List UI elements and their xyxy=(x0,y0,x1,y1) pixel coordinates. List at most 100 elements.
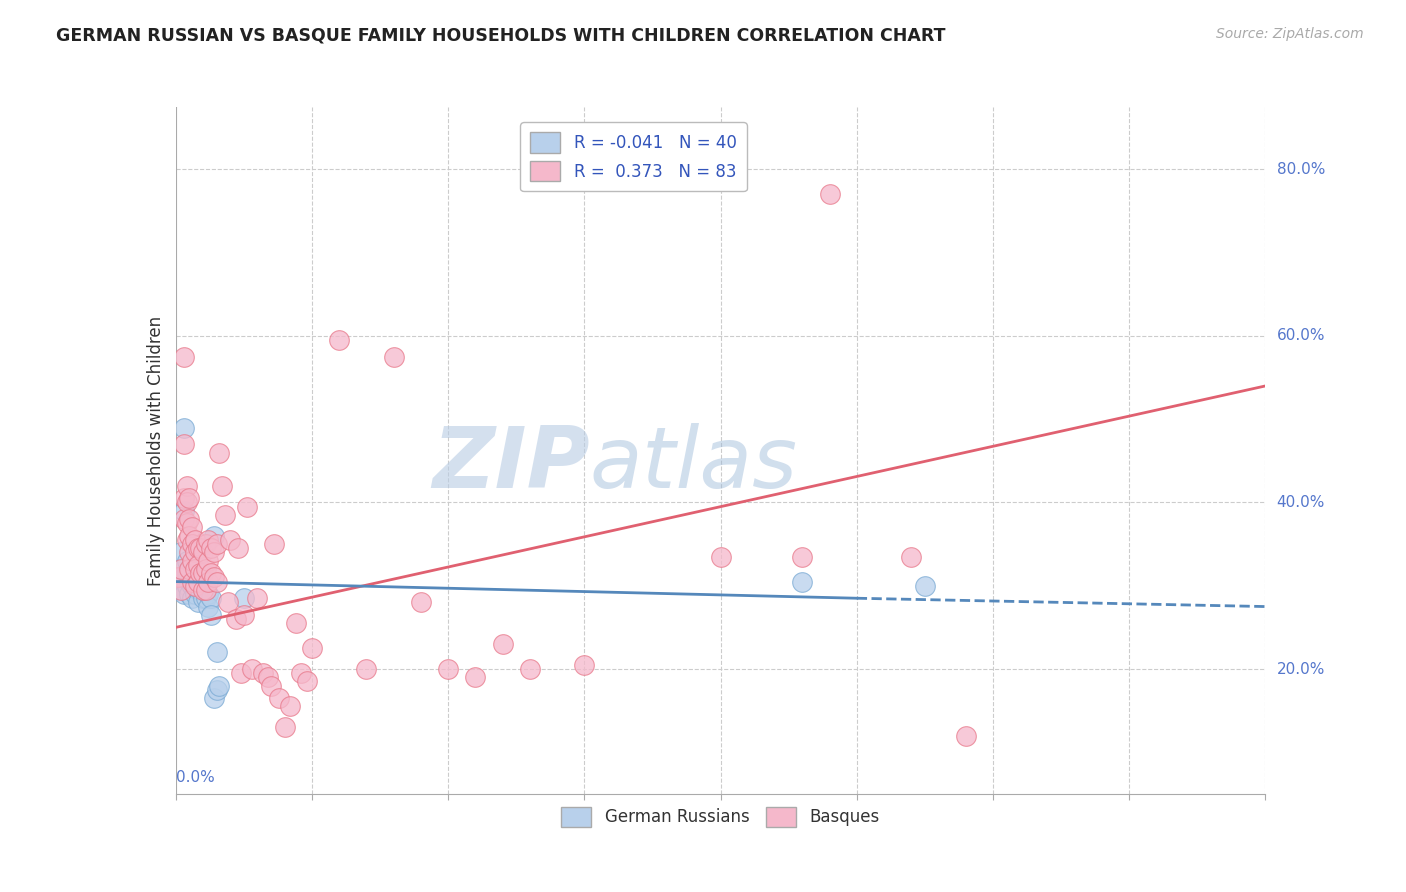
Point xyxy=(278,699,301,714)
Text: 20.0%: 20.0% xyxy=(1277,662,1324,676)
Point xyxy=(914,579,936,593)
Point xyxy=(202,570,225,584)
Point xyxy=(205,574,228,589)
Point xyxy=(574,657,596,672)
Point xyxy=(173,437,195,451)
Point xyxy=(301,641,323,656)
Point xyxy=(492,637,515,651)
Point xyxy=(184,570,207,584)
Point xyxy=(186,595,209,609)
Point xyxy=(186,566,209,581)
Point xyxy=(176,479,198,493)
Text: 80.0%: 80.0% xyxy=(1277,162,1324,177)
Point xyxy=(214,508,236,522)
Point xyxy=(186,541,209,556)
Point xyxy=(818,187,841,202)
Point xyxy=(211,479,233,493)
Point xyxy=(197,554,219,568)
Point xyxy=(197,587,219,601)
Point xyxy=(167,562,190,576)
Point xyxy=(170,570,193,584)
Point xyxy=(191,591,214,606)
Point xyxy=(228,541,250,556)
Point xyxy=(205,537,228,551)
Point xyxy=(181,558,204,572)
Point xyxy=(176,554,198,568)
Point xyxy=(176,579,198,593)
Point xyxy=(173,587,195,601)
Point xyxy=(173,512,195,526)
Point xyxy=(186,574,209,589)
Point xyxy=(176,566,198,581)
Point xyxy=(200,591,222,606)
Point xyxy=(170,582,193,597)
Point xyxy=(232,607,254,622)
Point xyxy=(181,554,204,568)
Point xyxy=(188,582,211,597)
Point xyxy=(202,529,225,543)
Point xyxy=(240,662,263,676)
Point xyxy=(900,549,922,564)
Point xyxy=(191,545,214,559)
Point xyxy=(382,350,405,364)
Point xyxy=(356,662,378,676)
Point xyxy=(197,533,219,547)
Point xyxy=(170,562,193,576)
Point xyxy=(176,533,198,547)
Point xyxy=(170,545,193,559)
Point xyxy=(176,495,198,509)
Point xyxy=(170,582,193,597)
Point xyxy=(173,420,195,434)
Text: 40.0%: 40.0% xyxy=(1277,495,1324,510)
Point xyxy=(167,570,190,584)
Point xyxy=(792,574,814,589)
Point xyxy=(191,566,214,581)
Point xyxy=(792,549,814,564)
Point xyxy=(202,545,225,559)
Text: atlas: atlas xyxy=(591,423,797,506)
Point xyxy=(186,558,209,572)
Point xyxy=(184,579,207,593)
Point xyxy=(173,504,195,518)
Text: ZIP: ZIP xyxy=(432,423,591,506)
Point xyxy=(197,574,219,589)
Point xyxy=(246,591,269,606)
Point xyxy=(184,579,207,593)
Point xyxy=(231,666,253,681)
Point xyxy=(194,582,217,597)
Point xyxy=(194,537,217,551)
Text: 60.0%: 60.0% xyxy=(1277,328,1324,343)
Y-axis label: Family Households with Children: Family Households with Children xyxy=(146,316,165,585)
Point xyxy=(955,729,977,743)
Point xyxy=(181,591,204,606)
Point xyxy=(181,520,204,534)
Point xyxy=(269,691,291,706)
Point xyxy=(194,562,217,576)
Point xyxy=(710,549,733,564)
Point xyxy=(184,533,207,547)
Point xyxy=(184,562,207,576)
Legend: German Russians, Basques: German Russians, Basques xyxy=(555,800,886,834)
Point xyxy=(191,574,214,589)
Text: GERMAN RUSSIAN VS BASQUE FAMILY HOUSEHOLDS WITH CHILDREN CORRELATION CHART: GERMAN RUSSIAN VS BASQUE FAMILY HOUSEHOL… xyxy=(56,27,946,45)
Point xyxy=(328,333,350,347)
Point xyxy=(173,491,195,506)
Point xyxy=(184,587,207,601)
Point xyxy=(219,533,242,547)
Point xyxy=(194,591,217,606)
Point xyxy=(208,679,231,693)
Point xyxy=(208,445,231,459)
Point xyxy=(179,512,201,526)
Point xyxy=(179,529,201,543)
Point xyxy=(191,582,214,597)
Text: Source: ZipAtlas.com: Source: ZipAtlas.com xyxy=(1216,27,1364,41)
Point xyxy=(284,616,307,631)
Point xyxy=(179,562,201,576)
Point xyxy=(217,595,239,609)
Point xyxy=(181,574,204,589)
Point xyxy=(179,587,201,601)
Point xyxy=(235,500,257,514)
Point xyxy=(205,645,228,659)
Point xyxy=(202,691,225,706)
Point xyxy=(519,662,541,676)
